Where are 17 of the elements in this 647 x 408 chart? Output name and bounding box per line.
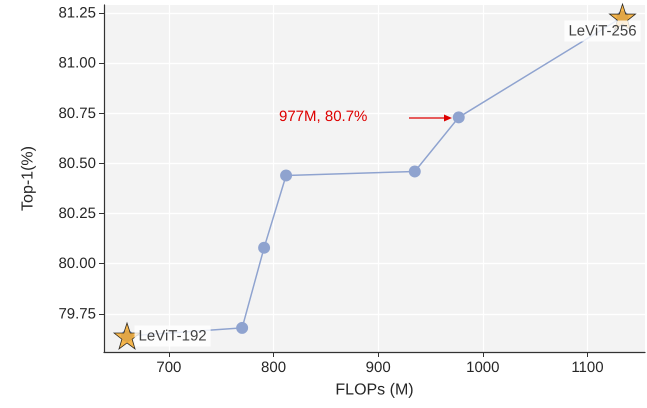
annotation: 977M, 80.7% <box>279 108 368 125</box>
y-tick-label: 81.00 <box>58 54 96 72</box>
x-tick-label: 1100 <box>571 359 604 376</box>
x-tick-label: 700 <box>156 359 182 376</box>
y-tick-label: 80.75 <box>58 104 96 122</box>
y-axis-title: Top-1(%) <box>20 146 36 211</box>
y-tick-label: 80.00 <box>58 255 96 272</box>
y-tick-label: 81.25 <box>58 4 96 22</box>
x-tick-label: 1000 <box>466 359 500 376</box>
x-axis-title: FLOPs (M) <box>335 382 414 398</box>
y-tick-label: 80.50 <box>58 154 96 172</box>
y-tick-label: 80.25 <box>58 205 96 222</box>
y-tick-label: 79.75 <box>58 305 96 322</box>
annotation: LeViT-192 <box>138 327 207 344</box>
x-tick-label: 900 <box>366 359 391 376</box>
x-tick-label: 800 <box>261 359 286 376</box>
annotation: LeViT-256 <box>568 22 637 40</box>
